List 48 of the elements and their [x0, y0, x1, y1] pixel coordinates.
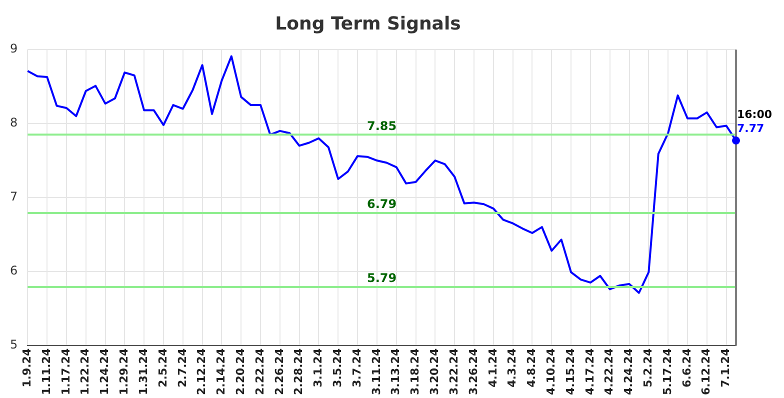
x-tick-label: 4.1.24: [486, 348, 500, 388]
text: 16:00: [737, 108, 772, 121]
x-tick-label: 1.17.24: [59, 348, 72, 396]
x-tick-label: 1.22.24: [78, 348, 92, 396]
ref-line-label: 6.79: [367, 197, 397, 212]
x-tick-label: 4.15.24: [564, 348, 577, 396]
text: 7.77: [737, 122, 764, 135]
x-tick-label: 3.20.24: [428, 348, 442, 396]
y-tick-label: 6: [10, 264, 18, 278]
x-tick-label: 6.6.24: [680, 348, 694, 388]
x-tick-label: 4.8.24: [525, 348, 538, 388]
x-tick-label: 4.24.24: [622, 348, 636, 396]
x-tick-label: 2.7.24: [176, 348, 189, 388]
x-tick-label: 4.22.24: [602, 348, 616, 396]
x-tick-label: 1.24.24: [98, 348, 112, 396]
x-tick-label: 5.17.24: [660, 348, 674, 396]
x-tick-label: 2.5.24: [156, 348, 170, 388]
x-tick-label: 1.11.24: [40, 348, 53, 396]
x-tick-label: 3.1.24: [312, 348, 325, 388]
ref-line-label: 7.85: [367, 118, 397, 133]
x-tick-label: 1.31.24: [136, 348, 150, 396]
x-tick-label: 4.3.24: [506, 348, 519, 388]
y-tick-label: 7: [10, 190, 18, 204]
x-tick-label: 1.9.24: [20, 348, 34, 388]
y-tick-label: 9: [10, 42, 18, 56]
y-tick-label: 8: [10, 116, 18, 130]
x-tick-label: 5.2.24: [642, 348, 655, 388]
x-tick-label: 6.12.24: [700, 348, 713, 396]
x-tick-label: 3.13.24: [389, 348, 402, 396]
ref-line-label: 5.79: [367, 271, 397, 286]
x-tick-label: 2.22.24: [253, 348, 266, 396]
x-tick-label: 4.17.24: [583, 348, 596, 396]
y-tick-label: 5: [10, 338, 18, 352]
x-tick-label: 3.22.24: [447, 348, 460, 396]
chart-title: Long Term Signals: [275, 13, 461, 34]
x-tick-label: 2.12.24: [195, 348, 208, 396]
x-tick-label: 2.14.24: [214, 348, 228, 396]
x-tick-label: 3.7.24: [350, 348, 364, 388]
x-tick-label: 7.1.24: [719, 348, 732, 388]
x-tick-label: 3.26.24: [466, 348, 480, 396]
x-tick-label: 2.26.24: [272, 348, 286, 396]
x-tick-label: 1.29.24: [118, 348, 131, 396]
x-tick-label: 3.5.24: [331, 348, 344, 388]
x-tick-label: 3.11.24: [370, 348, 383, 396]
x-tick-label: 2.20.24: [234, 348, 247, 396]
x-tick-label: 2.28.24: [292, 348, 306, 396]
x-tick-label: 3.18.24: [408, 348, 422, 396]
x-tick-label: 4.10.24: [544, 348, 558, 396]
